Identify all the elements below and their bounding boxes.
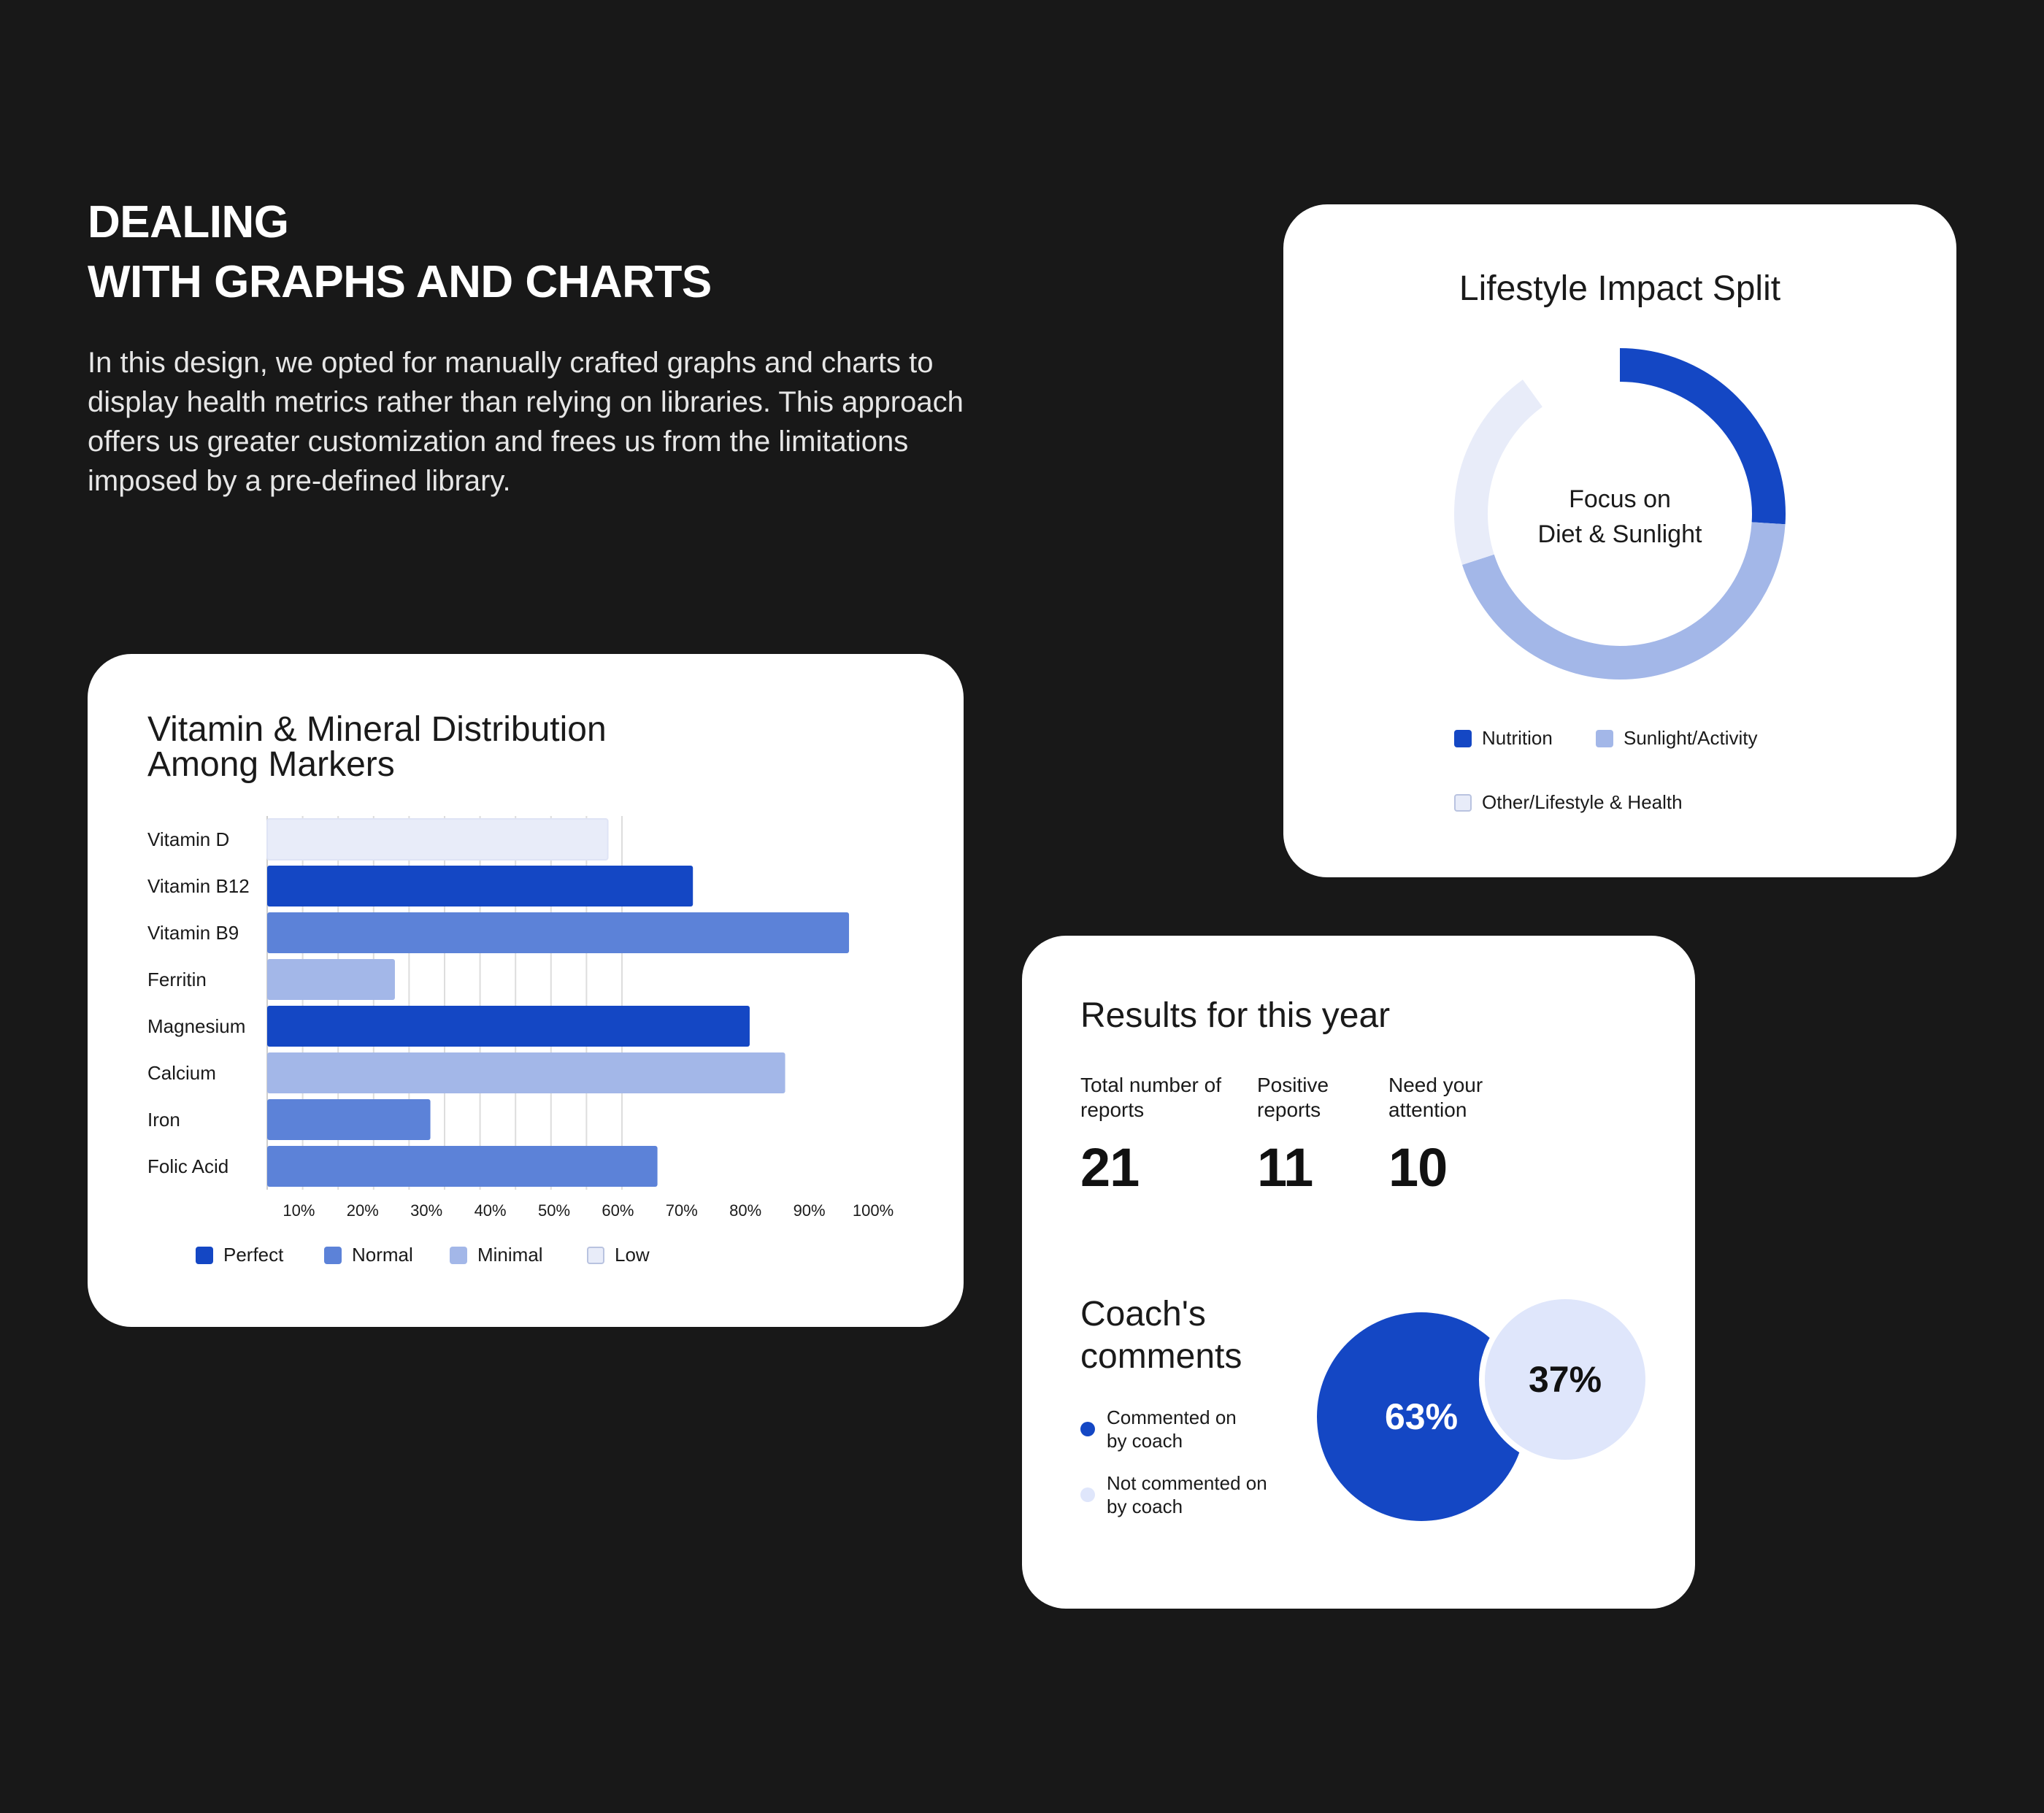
x-tick-label: 100%: [852, 1201, 894, 1220]
donut-center-text: Focus on Diet & Sunlight: [1459, 482, 1780, 552]
x-tick-label: 80%: [729, 1201, 762, 1220]
donut-legend-sunlight-activity: Sunlight/Activity: [1596, 727, 1758, 750]
stat-total-reports: Total number of reports 21: [1080, 1073, 1256, 1197]
bar-label-magnesium: Magnesium: [147, 1015, 246, 1037]
x-tick-label: 30%: [410, 1201, 443, 1220]
coach-legend-line-1: Not commented on: [1107, 1472, 1267, 1494]
vitamin-distribution-card: Vitamin & Mineral Distribution Among Mar…: [88, 654, 964, 1327]
stat-need-attention: Need your attention 10: [1388, 1073, 1505, 1197]
coach-legend-commented: Commented on by coach: [1080, 1406, 1237, 1452]
not-commented-dot: [1080, 1487, 1095, 1502]
bar-folic-acid: [267, 1146, 658, 1187]
lifestyle-impact-card: Lifestyle Impact Split Focus on Diet & S…: [1283, 204, 1956, 877]
commented-dot: [1080, 1422, 1095, 1436]
legend-label: Minimal: [477, 1244, 543, 1266]
legend-swatch: [1454, 729, 1472, 747]
bar-ferritin: [267, 959, 395, 1000]
x-tick-label: 20%: [346, 1201, 379, 1220]
results-card-title: Results for this year: [1080, 996, 1391, 1035]
legend-label: Low: [615, 1244, 650, 1266]
coach-legend-not-commented: Not commented on by coach: [1080, 1471, 1267, 1518]
vitamin-bar-chart: [266, 816, 850, 1190]
coach-legend-text: Not commented on by coach: [1107, 1471, 1267, 1518]
heading-line-2: WITH GRAPHS AND CHARTS: [88, 257, 712, 307]
bar-label-iron: Iron: [147, 1109, 180, 1131]
heading-line-1: DEALING: [88, 197, 289, 247]
donut-center-line-1: Focus on: [1569, 485, 1671, 513]
x-tick-label: 10%: [283, 1201, 315, 1220]
commented-percent: 63%: [1384, 1396, 1459, 1437]
lifestyle-donut-chart: [1454, 348, 1786, 680]
coach-legend-line-1: Commented on: [1107, 1406, 1237, 1428]
bar-label-ferritin: Ferritin: [147, 969, 207, 990]
bar-vitamin-d: [266, 818, 609, 861]
coach-legend-text: Commented on by coach: [1107, 1406, 1237, 1452]
legend-item-normal: Normal: [324, 1244, 413, 1266]
stat-label: Positive reports: [1257, 1074, 1329, 1121]
donut-slice-other-lifestyle-health: [1454, 348, 1786, 680]
stat-value: 21: [1080, 1137, 1140, 1198]
stat-label: Total number of reports: [1080, 1074, 1221, 1121]
legend-swatch: [450, 1246, 467, 1264]
stat-value: 11: [1257, 1137, 1313, 1198]
donut-legend-other-lifestyle-health: Other/Lifestyle & Health: [1454, 791, 1683, 814]
bar-label-calcium: Calcium: [147, 1062, 216, 1084]
vitamin-title-line-2: Among Markers: [147, 745, 395, 784]
x-tick-label: 70%: [665, 1201, 698, 1220]
legend-swatch: [1454, 793, 1472, 812]
legend-item-minimal: Minimal: [450, 1244, 543, 1266]
donut-slice-nutrition: [1454, 348, 1786, 680]
x-tick-label: 50%: [537, 1201, 571, 1220]
vitamin-title-line-1: Vitamin & Mineral Distribution: [147, 710, 607, 749]
not-commented-bubble: 37%: [1479, 1293, 1651, 1466]
vitamin-card-title: Vitamin & Mineral Distribution Among Mar…: [147, 712, 731, 782]
bar-label-folic-acid: Folic Acid: [147, 1155, 229, 1177]
coach-legend-line-2: by coach: [1107, 1430, 1183, 1452]
donut-legend-nutrition: Nutrition: [1454, 727, 1553, 750]
bar-label-vitamin-d: Vitamin D: [147, 828, 230, 850]
coach-legend-line-2: by coach: [1107, 1496, 1183, 1517]
legend-swatch: [196, 1246, 213, 1264]
page-heading: DEALING WITH GRAPHS AND CHARTS: [88, 193, 712, 312]
bar-label-vitamin-b12: Vitamin B12: [147, 875, 250, 897]
donut-group: [1454, 348, 1786, 680]
stat-positive-reports: Positive reports 11: [1257, 1073, 1352, 1197]
legend-swatch: [1596, 729, 1613, 747]
legend-label: Perfect: [223, 1244, 284, 1266]
x-tick-label: 90%: [793, 1201, 826, 1220]
bar-vitamin-b9: [267, 912, 850, 953]
coach-title-line-2: comments: [1080, 1337, 1242, 1376]
bar-label-vitamin-b9: Vitamin B9: [147, 922, 239, 944]
donut-slice-sunlight-activity: [1454, 348, 1786, 680]
bar-vitamin-b12: [267, 866, 694, 906]
lifestyle-card-title: Lifestyle Impact Split: [1459, 269, 1781, 308]
coach-title-line-1: Coach's: [1080, 1295, 1206, 1333]
legend-label: Normal: [352, 1244, 413, 1266]
stat-value: 10: [1388, 1137, 1448, 1198]
legend-item-perfect: Perfect: [196, 1244, 283, 1266]
legend-label: Sunlight/Activity: [1624, 727, 1758, 749]
legend-label: Nutrition: [1482, 727, 1553, 749]
bar-calcium: [267, 1052, 785, 1093]
donut-center-line-2: Diet & Sunlight: [1537, 520, 1702, 548]
legend-swatch: [324, 1246, 342, 1264]
bar-magnesium: [267, 1006, 750, 1047]
stat-label: Need your attention: [1388, 1074, 1483, 1121]
bar-iron: [267, 1099, 431, 1140]
coach-comments-title: Coach's comments: [1080, 1293, 1242, 1378]
not-commented-percent: 37%: [1528, 1359, 1602, 1400]
results-card: Results for this year Total number of re…: [1022, 936, 1695, 1609]
intro-paragraph: In this design, we opted for manually cr…: [88, 347, 964, 497]
legend-swatch: [587, 1246, 604, 1264]
legend-item-low: Low: [587, 1244, 650, 1266]
x-tick-label: 40%: [474, 1201, 507, 1220]
x-tick-label: 60%: [602, 1201, 634, 1220]
legend-label: Other/Lifestyle & Health: [1482, 791, 1683, 813]
